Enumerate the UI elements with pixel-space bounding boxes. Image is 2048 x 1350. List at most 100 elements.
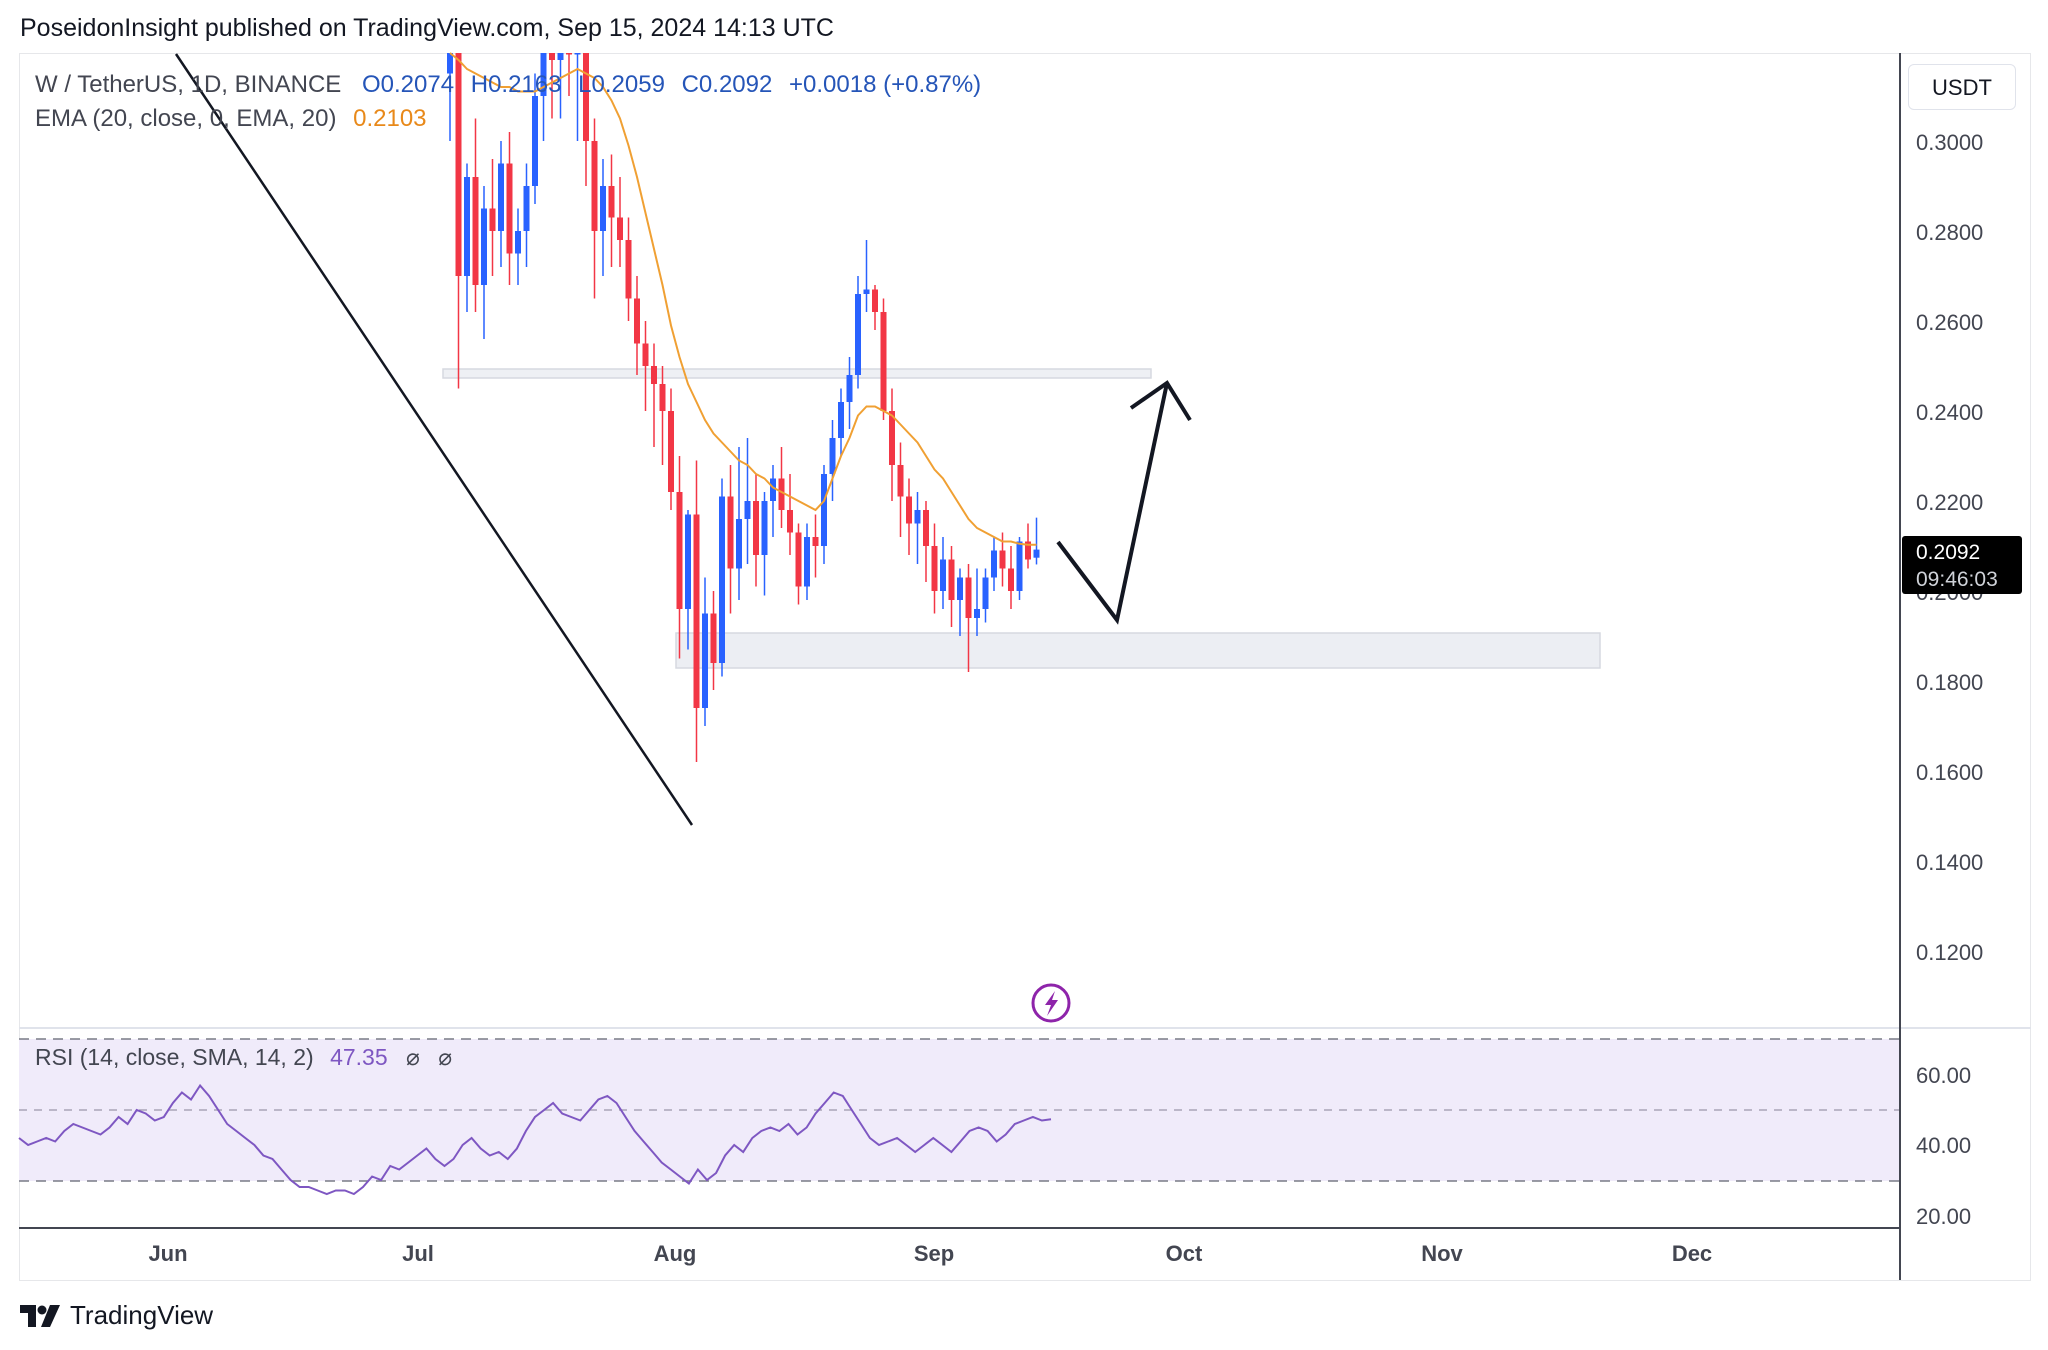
rsi-pane xyxy=(18,1038,1899,1196)
rsi-axis[interactable]: 60.00 40.00 20.00 xyxy=(1916,1063,1971,1229)
candle-body xyxy=(744,501,751,519)
candle-body xyxy=(974,609,980,618)
candle-body xyxy=(787,510,793,533)
price-tick: 0.1600 xyxy=(1916,760,1983,785)
time-axis[interactable]: Jun Jul Aug Sep Oct Nov Dec xyxy=(148,1241,1712,1266)
candle-body xyxy=(931,546,938,591)
candle-body xyxy=(1016,541,1023,591)
candle-body xyxy=(778,478,785,510)
candle-body xyxy=(498,163,504,231)
candle-body xyxy=(948,559,955,600)
close-value: C0.2092 xyxy=(681,71,773,98)
rsi-tick: 20.00 xyxy=(1916,1204,1971,1229)
candle-body xyxy=(685,514,691,609)
candle-body xyxy=(515,231,521,254)
candles-layer xyxy=(447,53,1040,762)
change-value: +0.0018 (+0.87%) xyxy=(789,71,982,98)
currency-unit-button[interactable]: USDT xyxy=(1908,64,2016,110)
candle-body xyxy=(710,613,717,663)
lightning-icon[interactable] xyxy=(1031,983,1071,1023)
candle-body xyxy=(625,240,632,299)
price-tick: 0.1200 xyxy=(1916,940,1983,965)
candle-body xyxy=(872,289,878,312)
candle-body xyxy=(659,384,666,411)
support-zone[interactable] xyxy=(675,632,1601,669)
candle-body xyxy=(489,208,496,231)
time-tick: Sep xyxy=(914,1241,954,1266)
candle-body xyxy=(455,53,462,276)
candle-body xyxy=(591,141,598,231)
low-value: L0.2059 xyxy=(578,71,665,98)
candle-body xyxy=(1033,549,1040,558)
symbol-name[interactable]: W / TetherUS, 1D, BINANCE xyxy=(35,71,342,98)
open-value: O0.2074 xyxy=(361,71,455,98)
tradingview-logo[interactable]: TradingView xyxy=(20,1300,213,1331)
ema-line xyxy=(449,52,1037,546)
publish-header: PoseidonInsight published on TradingView… xyxy=(20,14,834,42)
candle-body xyxy=(906,496,912,524)
price-tick: 0.3000 xyxy=(1916,130,1983,155)
candle-body xyxy=(999,550,1006,569)
candle-body xyxy=(770,478,776,501)
tradingview-brand: TradingView xyxy=(70,1300,214,1330)
candle-body xyxy=(914,510,921,524)
ema-label[interactable]: EMA (20, close, 0, EMA, 20) xyxy=(35,105,337,132)
rsi-na-value: ⌀ xyxy=(406,1044,420,1070)
candle-body xyxy=(761,501,768,555)
candle-body xyxy=(574,53,581,55)
price-tick: 0.2600 xyxy=(1916,310,1983,335)
candle-body xyxy=(472,177,479,285)
candle-body xyxy=(804,537,810,587)
trendline[interactable] xyxy=(174,53,694,826)
resistance-zone[interactable] xyxy=(442,368,1152,379)
candle-body xyxy=(642,343,649,366)
candle-body xyxy=(557,53,564,60)
candle-body xyxy=(940,559,946,591)
chart-frame xyxy=(19,53,2031,1281)
candle-body xyxy=(464,177,470,276)
candle-body xyxy=(846,375,853,402)
candle-body xyxy=(523,186,530,231)
candle-body xyxy=(540,53,547,96)
candle-body xyxy=(702,613,708,708)
time-tick: Nov xyxy=(1421,1241,1463,1266)
time-tick: Jun xyxy=(148,1241,187,1266)
candle-body xyxy=(829,438,836,474)
candle-body xyxy=(608,186,615,218)
price-axis[interactable]: 0.3000 0.2800 0.2600 0.2400 0.2200 0.200… xyxy=(1916,130,1983,965)
candle-body xyxy=(583,53,589,141)
candle-body xyxy=(812,537,819,546)
projection-arrow-path[interactable] xyxy=(1056,382,1169,625)
current-price-tag: 0.2092 09:46:03 xyxy=(1902,536,2022,594)
candle-body xyxy=(481,208,487,285)
candle-body xyxy=(532,96,538,186)
price-tick: 0.2200 xyxy=(1916,490,1983,515)
price-tick: 0.1800 xyxy=(1916,670,1983,695)
rsi-legend[interactable]: RSI (14, close, SMA, 14, 2) 47.35 ⌀ ⌀ xyxy=(35,1044,452,1071)
projection-arrowhead[interactable] xyxy=(1129,380,1192,422)
time-tick: Dec xyxy=(1672,1241,1712,1266)
candle-body xyxy=(965,577,972,618)
candle-body xyxy=(506,163,513,254)
time-tick: Aug xyxy=(654,1241,697,1266)
candle-body xyxy=(795,532,802,587)
candle-body xyxy=(651,366,657,384)
candle-body xyxy=(447,53,453,74)
price-tick: 0.2800 xyxy=(1916,220,1983,245)
candle-body xyxy=(838,402,844,438)
rsi-tick: 60.00 xyxy=(1916,1063,1971,1088)
high-value: H0.2163 xyxy=(470,71,562,98)
current-price: 0.2092 xyxy=(1916,541,1981,564)
rsi-na-value: ⌀ xyxy=(438,1044,453,1070)
candle-body xyxy=(821,474,827,546)
candle-body xyxy=(923,510,929,546)
candle-body xyxy=(897,465,904,497)
symbol-legend[interactable]: W / TetherUS, 1D, BINANCE O0.2074 H0.216… xyxy=(35,68,991,136)
rsi-label[interactable]: RSI (14, close, SMA, 14, 2) xyxy=(35,1044,314,1070)
tradingview-logo-icon xyxy=(20,1304,60,1327)
candle-body xyxy=(566,53,572,55)
candle-body xyxy=(693,514,700,708)
candle-body xyxy=(889,411,895,465)
price-tick: 0.1400 xyxy=(1916,850,1983,875)
